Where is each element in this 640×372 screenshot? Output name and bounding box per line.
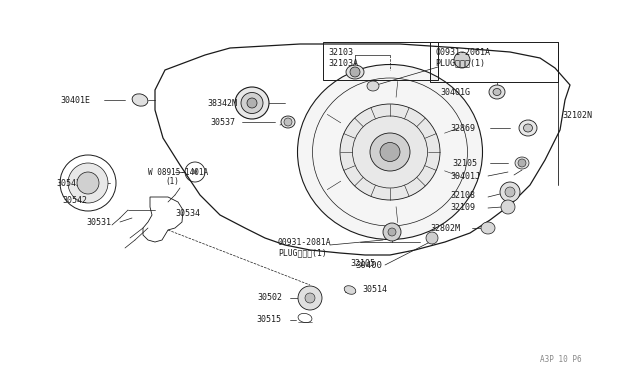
- Text: 32105: 32105: [452, 158, 477, 167]
- Ellipse shape: [241, 93, 263, 113]
- Text: 32103A: 32103A: [328, 58, 358, 67]
- Circle shape: [501, 200, 515, 214]
- Text: 30531: 30531: [86, 218, 111, 227]
- Ellipse shape: [370, 133, 410, 171]
- Ellipse shape: [524, 124, 532, 132]
- Text: 32105: 32105: [350, 259, 375, 267]
- Text: 30401G: 30401G: [440, 87, 470, 96]
- Text: (1): (1): [165, 176, 179, 186]
- Text: 30502: 30502: [257, 294, 282, 302]
- Text: 00931-2061A: 00931-2061A: [435, 48, 490, 57]
- Text: 30515: 30515: [256, 315, 281, 324]
- Circle shape: [68, 163, 108, 203]
- Ellipse shape: [247, 98, 257, 108]
- Circle shape: [305, 293, 315, 303]
- Ellipse shape: [132, 94, 148, 106]
- Circle shape: [77, 172, 99, 194]
- Circle shape: [518, 159, 526, 167]
- Text: 30542E: 30542E: [56, 179, 86, 187]
- Circle shape: [505, 187, 515, 197]
- Bar: [430, 42, 558, 82]
- Text: 30401J: 30401J: [450, 171, 480, 180]
- Text: 30514: 30514: [362, 285, 387, 295]
- Ellipse shape: [519, 120, 537, 136]
- Text: PLUGブラグ(1): PLUGブラグ(1): [435, 58, 485, 67]
- Text: 32108: 32108: [450, 190, 475, 199]
- Text: 30401E: 30401E: [60, 96, 90, 105]
- Text: 30534: 30534: [175, 208, 200, 218]
- Ellipse shape: [367, 81, 379, 91]
- Text: PLUGブラグ(1): PLUGブラグ(1): [278, 248, 327, 257]
- Text: 32802M: 32802M: [430, 224, 460, 232]
- Text: 32109: 32109: [450, 202, 475, 212]
- Ellipse shape: [489, 85, 505, 99]
- Circle shape: [284, 118, 292, 126]
- Ellipse shape: [380, 142, 400, 161]
- Ellipse shape: [340, 104, 440, 200]
- Text: 32869: 32869: [450, 124, 475, 132]
- Text: 32103: 32103: [328, 48, 353, 57]
- Ellipse shape: [481, 222, 495, 234]
- Circle shape: [454, 52, 470, 68]
- Ellipse shape: [515, 157, 529, 169]
- Text: 32102N: 32102N: [562, 110, 592, 119]
- Circle shape: [383, 223, 401, 241]
- Bar: [323, 42, 438, 80]
- Text: 00931-2081A: 00931-2081A: [278, 237, 332, 247]
- Ellipse shape: [281, 116, 295, 128]
- Ellipse shape: [346, 65, 364, 79]
- Ellipse shape: [493, 89, 501, 96]
- Text: W 08915-1401A: W 08915-1401A: [148, 167, 208, 176]
- Text: 30537: 30537: [210, 118, 235, 126]
- Circle shape: [426, 232, 438, 244]
- Text: A3P 10 P6: A3P 10 P6: [540, 356, 582, 365]
- Circle shape: [500, 182, 520, 202]
- Text: 30400: 30400: [355, 260, 382, 269]
- Text: 38342M: 38342M: [207, 99, 237, 108]
- Ellipse shape: [235, 87, 269, 119]
- Circle shape: [298, 286, 322, 310]
- Text: W: W: [193, 169, 197, 175]
- Circle shape: [388, 228, 396, 236]
- Text: 30542: 30542: [62, 196, 87, 205]
- Ellipse shape: [298, 64, 483, 240]
- Ellipse shape: [344, 286, 356, 294]
- Circle shape: [350, 67, 360, 77]
